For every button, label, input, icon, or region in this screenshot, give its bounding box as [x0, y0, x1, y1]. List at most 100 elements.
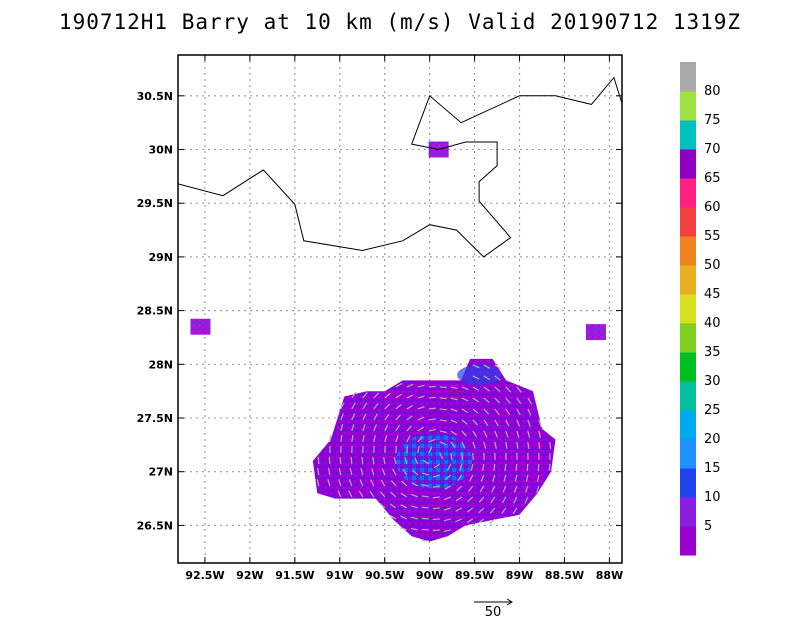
wind-arrow	[455, 496, 463, 502]
wind-arrow	[483, 364, 491, 369]
wind-arrow	[395, 383, 403, 388]
wind-arrow	[401, 480, 408, 487]
wind-arrow	[421, 506, 429, 509]
wind-arrow	[457, 474, 463, 482]
wind-arrow	[362, 392, 368, 399]
wind-arrow	[478, 507, 485, 514]
wind-arrow	[362, 402, 368, 410]
wind-arrow	[524, 496, 529, 504]
wind-arrow	[395, 404, 402, 410]
wind-arrow	[505, 430, 509, 438]
wind-arrow	[340, 424, 344, 432]
wind-core-north	[457, 365, 502, 386]
wind-arrow	[411, 482, 419, 487]
wind-arrow	[350, 456, 353, 465]
colorbar-label: 80	[704, 84, 721, 99]
wind-arrow	[443, 507, 451, 511]
wind-arrow	[410, 505, 418, 509]
wind-arrow	[395, 414, 402, 421]
x-tick-label: 90W	[416, 569, 443, 582]
wind-arrow	[456, 485, 463, 492]
wind-arrow	[472, 364, 480, 369]
wind-arrow	[338, 479, 342, 487]
wind-arrow	[383, 456, 386, 465]
wind-arrow	[489, 507, 496, 514]
wind-arrow	[339, 456, 342, 464]
wind-arrow	[327, 479, 331, 487]
wind-arrow	[384, 435, 388, 443]
wind-arrow	[443, 518, 451, 522]
wind-core	[396, 432, 473, 489]
wind-arrow	[393, 456, 397, 465]
wind-arrow	[516, 386, 522, 393]
wind-arrow	[439, 386, 447, 389]
colorbar-label: 65	[704, 171, 721, 186]
wind-arrow	[450, 408, 458, 412]
wind-arrow	[406, 404, 414, 410]
wind-arrow	[472, 441, 476, 449]
wind-arrow	[480, 474, 485, 482]
colorbar-swatch	[680, 497, 696, 527]
wind-arrow	[390, 491, 397, 498]
wind-arrow	[483, 397, 490, 403]
wind-arrow	[548, 463, 551, 471]
wind-arrow	[538, 430, 542, 438]
wind-arrow	[428, 407, 436, 410]
wind-arrow	[516, 441, 519, 449]
wind-arrow	[439, 452, 444, 460]
wind-arrow	[513, 485, 518, 493]
wind-arrow	[493, 463, 496, 471]
wind-arrow	[395, 435, 399, 443]
colorbar-label: 60	[704, 200, 721, 215]
wind-arrow	[379, 502, 386, 509]
wind-arrow	[360, 468, 364, 476]
wind-arrow	[417, 445, 420, 454]
wind-arrow	[351, 434, 354, 443]
wind-arrow	[525, 474, 529, 482]
wind-arrow	[421, 517, 429, 520]
wind-arrow	[327, 467, 331, 476]
wind-arrow	[439, 430, 447, 434]
wind-arrow	[428, 438, 436, 443]
wind-arrow	[421, 528, 429, 531]
wind-arrow	[433, 463, 441, 469]
wind-arrow	[392, 468, 397, 476]
wind-arrow	[450, 386, 458, 390]
wind-arrow	[483, 430, 488, 438]
wind-arrow	[466, 518, 474, 524]
colorbar-label: 20	[704, 432, 721, 447]
wind-arrow	[527, 397, 532, 405]
wind-arrow	[445, 474, 452, 480]
wind-arrow	[395, 424, 401, 432]
x-tick-label: 90.5W	[365, 569, 404, 582]
wind-arrow	[422, 459, 430, 465]
wind-arrow	[479, 485, 485, 493]
wind-arrow	[400, 504, 408, 509]
wind-arrow	[549, 441, 552, 449]
wind-arrow	[362, 424, 366, 432]
wind-arrow	[444, 496, 452, 501]
wind-arrow	[461, 419, 468, 425]
wind-region-east-speckle	[585, 324, 606, 341]
wind-arrow	[472, 408, 479, 414]
wind-arrow	[461, 430, 467, 437]
wind-arrow	[417, 426, 424, 432]
wind-arrow	[316, 479, 320, 487]
colorbar-swatch	[680, 352, 696, 382]
wind-arrow	[505, 386, 512, 393]
wind-arrow	[404, 457, 408, 465]
wind-arrow	[369, 490, 375, 498]
wind-arrow	[432, 518, 440, 521]
wind-arrow	[329, 434, 332, 443]
colorbar-swatch	[680, 381, 696, 411]
wind-arrow	[411, 493, 419, 498]
x-tick-label: 92.5W	[185, 569, 224, 582]
coastline	[178, 76, 622, 258]
wind-arrow	[384, 424, 389, 432]
wind-arrow	[443, 529, 451, 533]
wind-arrow	[373, 413, 378, 421]
wind-arrow	[402, 468, 408, 476]
wind-arrow	[380, 479, 386, 487]
wind-arrow	[359, 479, 364, 487]
